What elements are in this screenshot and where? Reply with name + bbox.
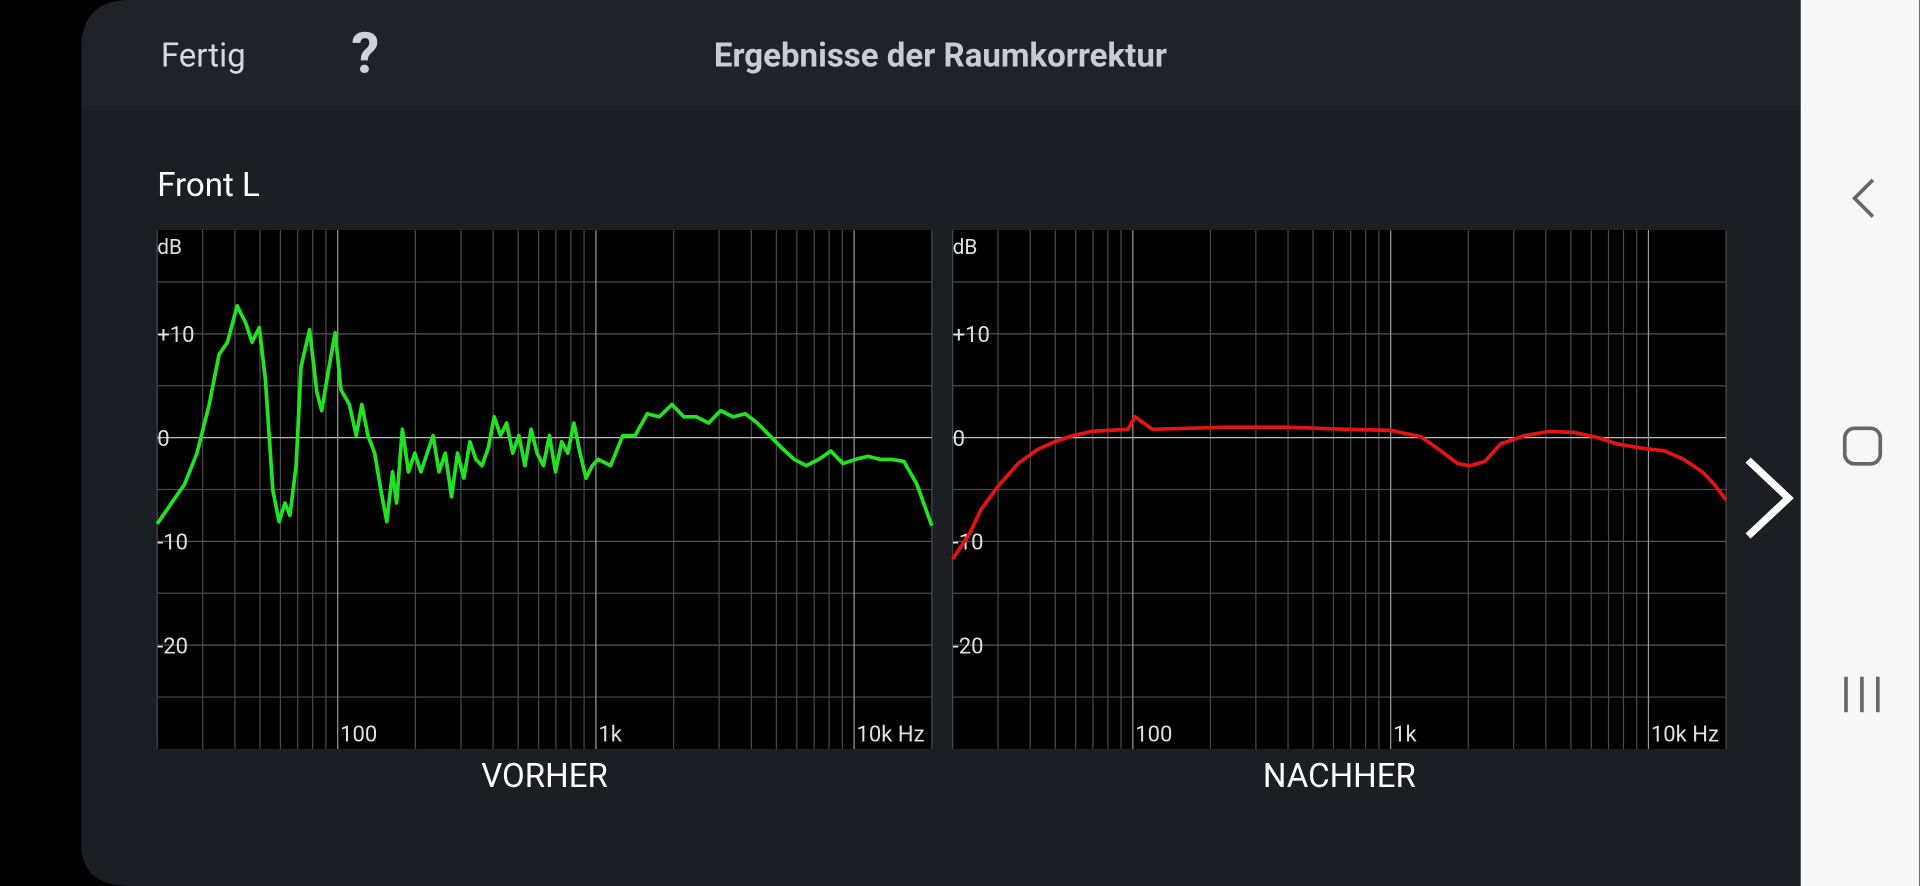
x-tick-label: 10k Hz	[857, 722, 925, 747]
next-arrow[interactable]	[1745, 457, 1794, 539]
nav-recent[interactable]	[1844, 676, 1880, 713]
nav-back[interactable]	[1851, 178, 1875, 218]
y-tick-label: -10	[157, 531, 188, 556]
x-tick-label: 100	[340, 722, 377, 747]
help-button[interactable]: ?	[351, 20, 379, 86]
section-title: Front L	[157, 166, 260, 205]
x-tick-label: 1k	[1393, 722, 1417, 747]
x-tick-label: 1k	[598, 722, 622, 747]
nav-bar	[1800, 0, 1920, 886]
x-tick-label: 10k Hz	[1651, 722, 1719, 747]
y-tick-label: 0	[953, 427, 965, 452]
y-tick-label: -20	[157, 634, 188, 659]
done-button[interactable]: Fertig	[161, 36, 246, 75]
x-axis-label: NACHHER	[1263, 757, 1416, 796]
response-curve	[155, 303, 934, 527]
page-title: Ergebnisse der Raumkorrektur	[714, 36, 1167, 75]
y-tick-label: -20	[953, 634, 984, 659]
y-tick-label: +10	[953, 323, 990, 348]
header-bar	[81, 0, 1801, 111]
y-axis-label: dB	[157, 236, 182, 260]
x-tick-label: 100	[1135, 722, 1172, 747]
x-axis-label: VORHER	[481, 757, 608, 796]
response-curve	[951, 414, 1728, 561]
nav-home[interactable]	[1842, 426, 1883, 466]
y-axis-label: dB	[953, 236, 978, 260]
y-tick-label: +10	[157, 323, 194, 348]
y-tick-label: 0	[157, 427, 169, 452]
